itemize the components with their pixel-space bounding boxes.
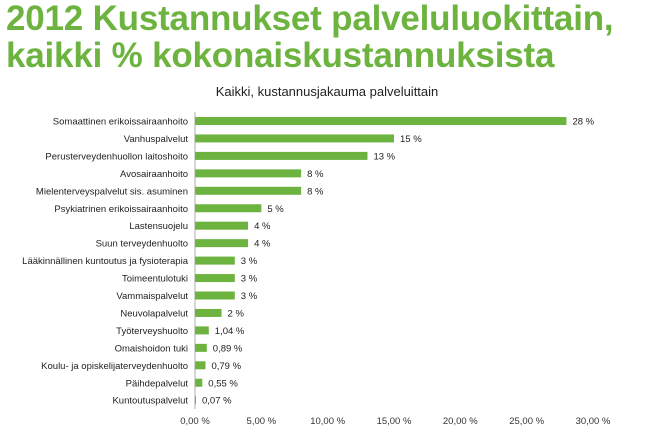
- bar: [195, 186, 302, 195]
- x-tick-label: 15,00 %: [377, 416, 412, 427]
- x-tick-label: 30,00 %: [576, 416, 611, 427]
- bar: [195, 221, 249, 230]
- category-label: Koulu- ja opiskelijaterveydenhuolto: [41, 361, 188, 372]
- bar: [195, 308, 222, 317]
- data-label: 3 %: [241, 291, 258, 302]
- category-label: Suun terveydenhuolto: [96, 239, 188, 250]
- category-label: Kuntoutuspalvelut: [112, 396, 188, 407]
- category-label: Mielenterveyspalvelut sis. asuminen: [36, 186, 188, 197]
- data-label: 28 %: [572, 117, 594, 128]
- data-label: 4 %: [254, 239, 271, 250]
- x-tick-label: 5,00 %: [247, 416, 277, 427]
- chart-title: Kaikki, kustannusjakauma palveluittain: [216, 84, 439, 99]
- x-tick-label: 10,00 %: [310, 416, 345, 427]
- data-label: 4 %: [254, 221, 271, 232]
- data-label: 8 %: [307, 169, 324, 180]
- category-label: Psykiatrinen erikoissairaanhoito: [54, 204, 188, 215]
- bar: [195, 239, 249, 248]
- category-label: Lääkinnällinen kuntoutus ja fysioterapia: [22, 256, 189, 267]
- data-label: 2 %: [228, 308, 245, 319]
- bar: [195, 361, 206, 370]
- data-label: 8 %: [307, 186, 324, 197]
- category-label: Päihdepalvelut: [126, 378, 189, 389]
- data-label: 1,04 %: [215, 326, 245, 337]
- bar: [195, 291, 235, 300]
- bars-layer: Somaattinen erikoissairaanhoito 28 % Vanhu…: [22, 112, 611, 427]
- slide-title: 2012 Kustannukset palveluluokittain, kai…: [6, 0, 614, 75]
- category-label: Avosairaanhoito: [120, 169, 188, 180]
- data-label: 0,07 %: [202, 396, 232, 407]
- data-label: 0,79 %: [211, 361, 241, 372]
- category-label: Neuvolapalvelut: [120, 308, 188, 319]
- slide-title-line-2: kaikki % kokonaiskustannuksista: [6, 36, 555, 75]
- category-label: Vanhuspalvelut: [124, 134, 189, 145]
- x-tick-label: 20,00 %: [443, 416, 478, 427]
- category-label: Lastensuojelu: [129, 221, 188, 232]
- bar: [195, 343, 207, 352]
- bar: [195, 378, 203, 387]
- data-label: 13 %: [373, 151, 395, 162]
- data-label: 15 %: [400, 134, 422, 145]
- bar: [195, 326, 209, 335]
- bar: [195, 204, 262, 213]
- category-label: Perusterveydenhuollon laitoshoito: [45, 151, 188, 162]
- x-tick-label: 25,00 %: [509, 416, 544, 427]
- bar: [195, 256, 235, 265]
- category-label: Somaattinen erikoissairaanhoito: [53, 117, 188, 128]
- data-label: 5 %: [267, 204, 284, 215]
- data-label: 3 %: [241, 256, 258, 267]
- data-label: 0,89 %: [213, 343, 243, 354]
- data-label: 3 %: [241, 274, 258, 285]
- category-label: Vammaispalvelut: [116, 291, 188, 302]
- bar: [195, 117, 567, 125]
- slide-title-line-1: 2012 Kustannukset palveluluokittain,: [6, 0, 614, 38]
- category-label: Työterveyshuolto: [116, 326, 188, 337]
- bar: [195, 134, 394, 143]
- bar: [195, 274, 235, 283]
- bar: [195, 169, 302, 178]
- data-label: 0,55 %: [208, 378, 238, 389]
- category-label: Omaishoidon tuki: [115, 343, 188, 354]
- x-tick-label: 0,00 %: [180, 416, 210, 427]
- bar: [195, 396, 196, 405]
- bar: [195, 151, 368, 160]
- category-label: Toimeentulotuki: [122, 274, 188, 285]
